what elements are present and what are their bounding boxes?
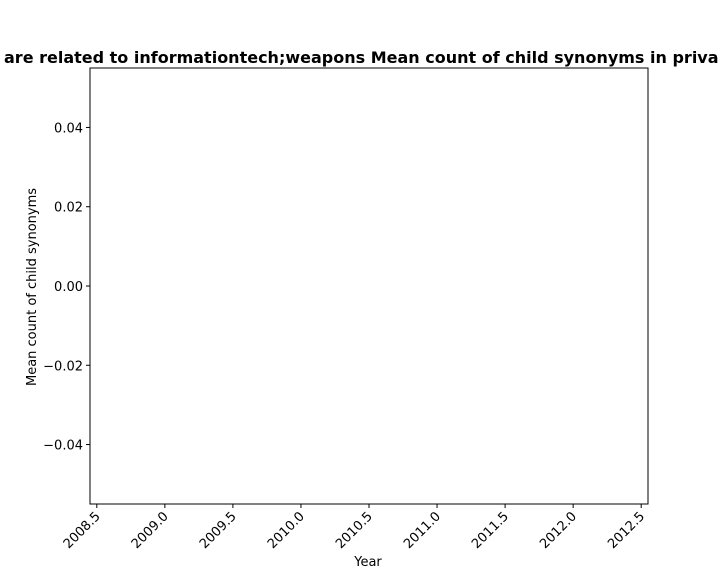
x-axis: 2008.5 2009.0 2009.5 2010.0 2010.5 2011.0 2011… — [61, 504, 648, 552]
x-tick-label: 2009.0 — [129, 509, 172, 552]
x-tick-label: 2010.0 — [265, 509, 308, 552]
x-tick-label: 2012.0 — [537, 509, 580, 552]
plot-area — [89, 67, 649, 505]
x-tick-label: 2011.5 — [469, 509, 512, 552]
x-tick-label: 2012.5 — [605, 509, 648, 552]
y-axis: 0.04 0.02 0.00 −0.02 −0.04 — [43, 121, 90, 454]
x-tick-label: 2008.5 — [61, 509, 104, 552]
x-axis-label: Year — [353, 555, 382, 570]
y-tick-label: 0.00 — [54, 280, 83, 295]
y-tick-label: 0.02 — [54, 201, 83, 216]
y-axis-label: Mean count of child synonyms — [25, 188, 40, 386]
y-tick-label: −0.02 — [43, 359, 83, 374]
x-tick-label: 2009.5 — [197, 509, 240, 552]
chart-title: are related to informationtech;weapons M… — [4, 48, 719, 67]
y-tick-label: 0.04 — [54, 121, 83, 136]
plot-frame — [89, 67, 649, 505]
y-tick-label: −0.04 — [43, 439, 83, 454]
x-tick-label: 2010.5 — [333, 509, 376, 552]
x-tick-label: 2011.0 — [401, 509, 444, 552]
